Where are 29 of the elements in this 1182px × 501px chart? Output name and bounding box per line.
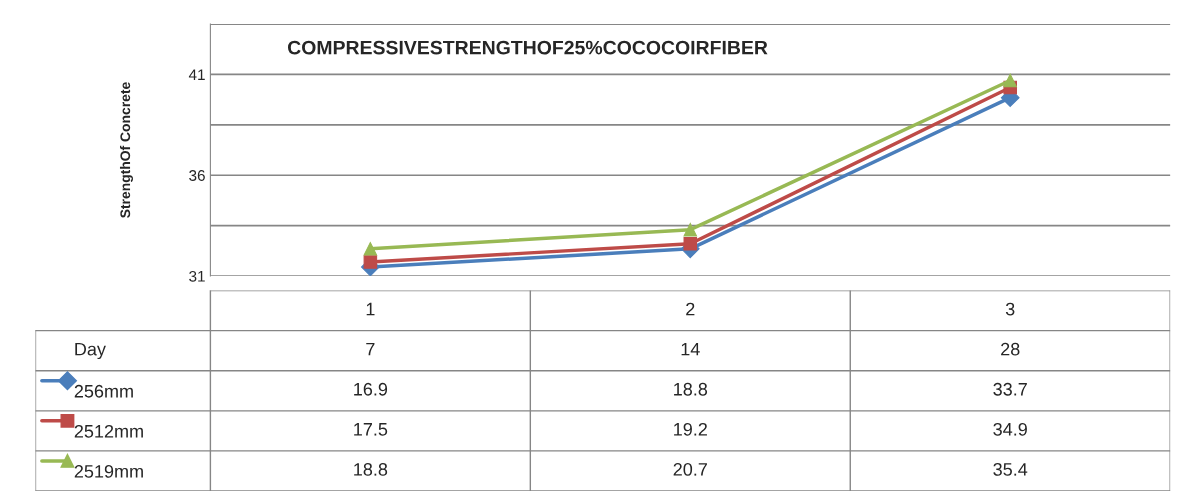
x-tick-label: 3 [1005,302,1015,316]
x-tick-label: 1 [366,302,375,316]
text: 14 [681,342,700,356]
legend-label: 2519mm [74,465,143,478]
text: Day [75,342,106,360]
point [683,237,698,251]
y-tick-label: 36 [189,170,205,181]
legend-label: 2512mm [74,424,143,438]
text: 16.9 [354,382,388,396]
text: 35.4 [993,463,1028,476]
text: 18.8 [674,382,708,396]
legend-label: 256mm [74,384,133,398]
text: 20.7 [673,463,707,476]
y-tick-label: 41 [188,69,205,80]
text: 19.2 [674,422,707,436]
point [683,222,698,237]
text: 17.5 [354,423,388,436]
text: 34.9 [993,422,1027,436]
text: 28 [1001,342,1020,356]
text: 33.7 [993,382,1027,396]
y-tick-label: 31 [189,270,205,282]
y-axis-title: StrengthOf Concrete [119,82,133,218]
text: 7 [366,342,375,356]
point [363,242,378,256]
point [1003,73,1017,88]
x-tick-label: 2 [686,302,695,316]
text: 18.8 [354,463,388,476]
point [363,255,378,269]
text: COMPRESSIVESTRENGTHOF25%COCOCOIRFIBER [287,40,768,55]
